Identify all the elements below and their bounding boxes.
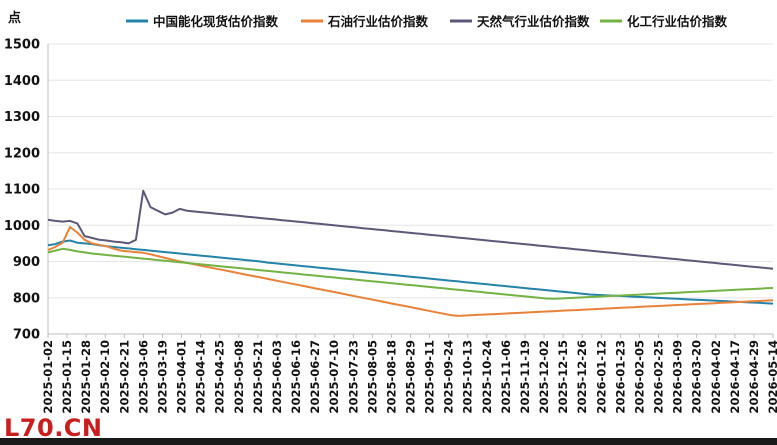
x-tick-label: 2025-02-10 <box>98 340 112 414</box>
x-tick-label: 2025-03-06 <box>136 340 150 414</box>
x-tick-label: 2025-01-28 <box>79 340 93 414</box>
x-tick-label: 2026-02-05 <box>632 340 646 414</box>
x-tick-label: 2025-12-15 <box>556 340 570 414</box>
x-tick-label: 2025-07-23 <box>346 340 360 414</box>
y-tick-label: 1400 <box>4 74 40 89</box>
x-tick-label: 2025-04-25 <box>213 340 227 414</box>
y-tick-label: 800 <box>13 291 40 306</box>
x-tick-label: 2025-01-15 <box>60 340 74 414</box>
legend-label-3: 化工行业估价指数 <box>627 14 728 29</box>
x-tick-label: 2026-05-14 <box>766 340 777 414</box>
x-tick-label: 2025-05-21 <box>251 340 265 414</box>
x-tick-label: 2025-04-01 <box>175 340 189 414</box>
y-tick-label: 1000 <box>4 219 40 234</box>
x-tick-label: 2025-02-21 <box>117 340 131 414</box>
x-tick-label: 2025-11-19 <box>518 340 532 414</box>
x-tick-label: 2025-08-18 <box>384 340 398 414</box>
x-tick-label: 2025-01-02 <box>41 340 55 414</box>
x-tick-label: 2026-01-23 <box>613 340 627 414</box>
x-tick-label: 2026-04-02 <box>709 340 723 414</box>
x-tick-label: 2025-07-10 <box>327 340 341 414</box>
x-tick-label: 2025-10-13 <box>461 340 475 414</box>
y-tick-label: 1300 <box>4 110 40 125</box>
x-tick-label: 2025-11-06 <box>499 340 513 414</box>
x-tick-label: 2025-08-29 <box>404 340 418 414</box>
y-tick-label: 700 <box>13 328 40 343</box>
y-tick-label: 1500 <box>4 38 40 53</box>
legend-label-0: 中国能化现货估价指数 <box>153 14 279 29</box>
x-tick-label: 2025-06-27 <box>308 340 322 414</box>
series-line-2 <box>47 189 774 270</box>
x-tick-label: 2025-09-24 <box>442 340 456 414</box>
x-tick-label: 2025-03-19 <box>155 340 169 414</box>
site-watermark: L70.CN <box>4 414 103 442</box>
x-tick-label: 2025-10-24 <box>480 340 494 414</box>
series-line-1 <box>47 226 774 317</box>
x-tick-label: 2025-12-02 <box>537 340 551 414</box>
x-tick-label: 2025-05-08 <box>232 340 246 414</box>
x-tick-label: 2025-06-03 <box>270 340 284 414</box>
x-tick-label: 2025-06-16 <box>289 340 303 414</box>
x-tick-label: 2026-04-29 <box>747 340 761 414</box>
x-tick-label: 2025-08-05 <box>365 340 379 414</box>
x-tick-label: 2026-01-12 <box>594 340 608 414</box>
legend-label-1: 石油行业估价指数 <box>327 14 429 29</box>
x-tick-label: 2025-09-11 <box>423 340 437 414</box>
x-tick-label: 2025-12-26 <box>575 340 589 414</box>
x-tick-label: 2025-04-14 <box>194 340 208 414</box>
x-tick-label: 2026-03-09 <box>671 340 685 414</box>
x-tick-label: 2026-02-25 <box>652 340 666 414</box>
series-line-0 <box>47 239 774 305</box>
series-line-3 <box>47 247 774 300</box>
y-tick-label: 1100 <box>4 183 40 198</box>
legend-label-2: 天然气行业估价指数 <box>477 14 590 29</box>
y-unit-label: 点 <box>8 10 21 26</box>
bottom-strip <box>0 438 777 445</box>
x-tick-label: 2026-03-20 <box>690 340 704 414</box>
x-tick-label: 2026-04-17 <box>728 340 742 414</box>
y-tick-label: 900 <box>13 255 40 270</box>
y-tick-label: 1200 <box>4 146 40 161</box>
